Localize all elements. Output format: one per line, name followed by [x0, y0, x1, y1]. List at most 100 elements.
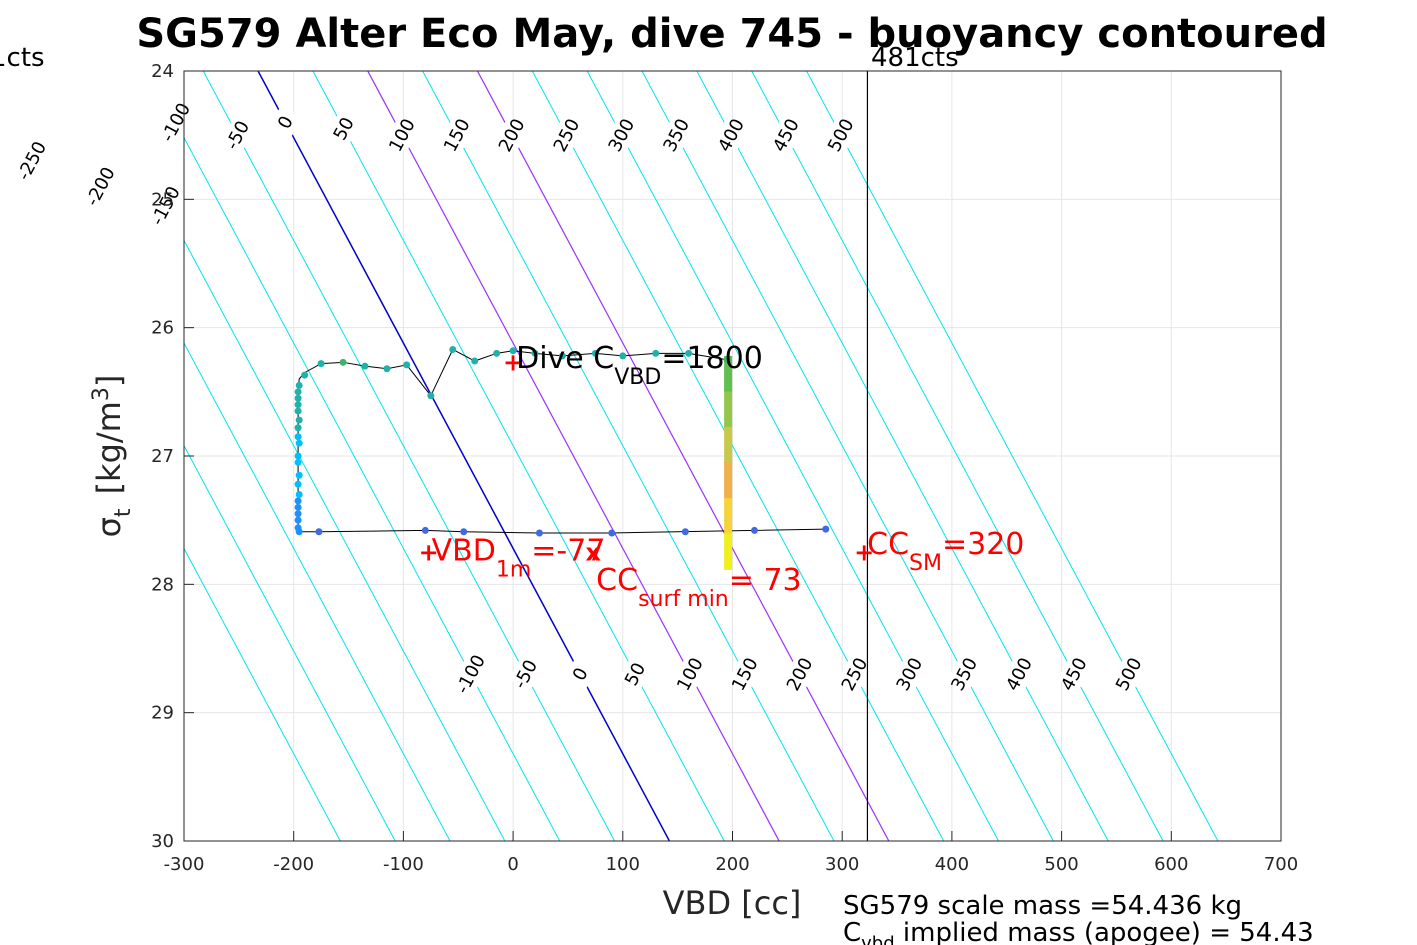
- surface-track-segment: [724, 497, 733, 535]
- contour-label-bg: [509, 657, 542, 691]
- y-label-sup: 3: [89, 387, 114, 401]
- dive-point: [493, 349, 501, 357]
- x-tick-label: 600: [1154, 854, 1188, 875]
- red-marker: +: [854, 538, 874, 566]
- contour-line: [184, 136, 561, 841]
- dive-point: [294, 433, 302, 441]
- contour-line: [184, 547, 341, 841]
- dive-point: [301, 371, 309, 379]
- contour-label-bg: [838, 657, 871, 691]
- contour-label-bg: [84, 170, 117, 203]
- dive-point: [361, 362, 369, 370]
- dive-point: [822, 525, 830, 533]
- x-axis-label: VBD [cc]: [663, 884, 802, 922]
- dive-points: [294, 345, 830, 537]
- y-label-sigma: σ: [90, 517, 128, 537]
- red-markers: + + x +: [419, 348, 875, 566]
- contour-line: [531, 71, 945, 841]
- x-tick-label: 500: [1044, 854, 1078, 875]
- svg-text:Cvbd implied mass (apogee) = 5: Cvbd implied mass (apogee) = 54.43: [843, 918, 1314, 945]
- contour-label-bg: [385, 118, 419, 152]
- annotation-value: =-77: [531, 533, 605, 568]
- annotation-value: =320: [942, 527, 1024, 562]
- x-tick-label: -100: [383, 854, 424, 875]
- dive-point: [339, 358, 347, 366]
- footer: SG579 scale mass =54.436 kg Cvbd implied…: [843, 891, 1314, 945]
- surface-track-segment: [724, 533, 733, 570]
- dive-point: [294, 497, 302, 505]
- dive-point: [449, 345, 457, 353]
- surface-track: [724, 355, 733, 570]
- dive-point: [750, 526, 758, 534]
- contour-label-bg: [495, 118, 528, 152]
- x-tick-label: -300: [164, 854, 205, 875]
- red-marker: +: [503, 348, 523, 376]
- dive-point: [723, 356, 731, 364]
- dive-point: [427, 392, 435, 400]
- contour-label-bg: [1112, 657, 1146, 691]
- dive-point: [294, 480, 302, 488]
- chart-title: SG579 Alter Eco May, dive 745 - buoyancy…: [136, 11, 1327, 57]
- contour-label-bg: [948, 657, 981, 691]
- dive-point: [681, 528, 689, 536]
- dive-point: [652, 349, 660, 357]
- dive-point: [295, 471, 303, 479]
- contour-label-bg: [454, 657, 487, 691]
- dive-point: [509, 347, 517, 355]
- contour-label-bg: [728, 657, 762, 691]
- x-tick-label: 0: [507, 854, 518, 875]
- dive-point: [294, 510, 302, 518]
- dive-point: [294, 401, 302, 409]
- annotation: VBD1m=-77: [432, 533, 606, 582]
- y-tick-label: 27: [151, 446, 174, 467]
- dive-point: [535, 529, 543, 537]
- y-label-close: ]: [90, 375, 128, 387]
- x-tick-label: -200: [273, 854, 314, 875]
- grid: [184, 71, 1281, 841]
- dive-point: [295, 381, 303, 389]
- dive-point: [294, 394, 302, 402]
- surface-track-segment: [724, 391, 733, 428]
- x-ticks: -300 -200 -100 0 100 200 300 400 500 600 700: [164, 831, 1298, 875]
- dive-point: [294, 407, 302, 415]
- annotation-value: =1800: [661, 341, 762, 376]
- contour-line: [422, 71, 835, 841]
- right-counts-label: 481cts: [871, 43, 959, 73]
- contour-label-bg: [824, 118, 858, 152]
- contour-label-bg: [714, 118, 748, 152]
- dive-point: [421, 526, 429, 534]
- annotation-text: VBD: [432, 533, 496, 568]
- y-ticks: 24 25 26 27 28 29 30: [151, 61, 194, 852]
- contour-label-bg: [673, 657, 707, 691]
- contour-line: [367, 71, 780, 841]
- y-axis-label: σt [kg/m3]: [89, 375, 136, 538]
- contour-label-bg: [221, 118, 254, 152]
- surface-track-segment: [724, 462, 733, 499]
- dive-point: [317, 360, 325, 368]
- y-tick-label: 28: [151, 574, 174, 595]
- red-marker: x: [585, 538, 601, 566]
- contour-label-bg: [269, 106, 302, 139]
- dive-point: [315, 528, 323, 536]
- contour-label-bg: [769, 118, 803, 152]
- annotation: CCsurf min= 73: [596, 563, 801, 612]
- x-tick-label: 400: [935, 854, 969, 875]
- contour-label-bg: [550, 118, 583, 152]
- annotation-text: CC: [867, 527, 909, 562]
- dive-point: [295, 491, 303, 498]
- y-label-units: [kg/m: [90, 401, 128, 494]
- x-tick-label: 700: [1264, 854, 1298, 875]
- dive-point: [591, 349, 599, 357]
- annotation-sub: surf min: [638, 587, 729, 612]
- contour-line: [184, 342, 451, 841]
- dive-point: [294, 452, 302, 460]
- dive-point: [460, 528, 468, 536]
- footer-vbd-sub: vbd: [861, 933, 895, 945]
- contour-label-bg: [783, 657, 816, 691]
- footer-c: C: [843, 918, 861, 945]
- contour-label-bg: [618, 657, 652, 691]
- contour-label-bg: [564, 657, 597, 691]
- x-tick-label: 100: [606, 854, 640, 875]
